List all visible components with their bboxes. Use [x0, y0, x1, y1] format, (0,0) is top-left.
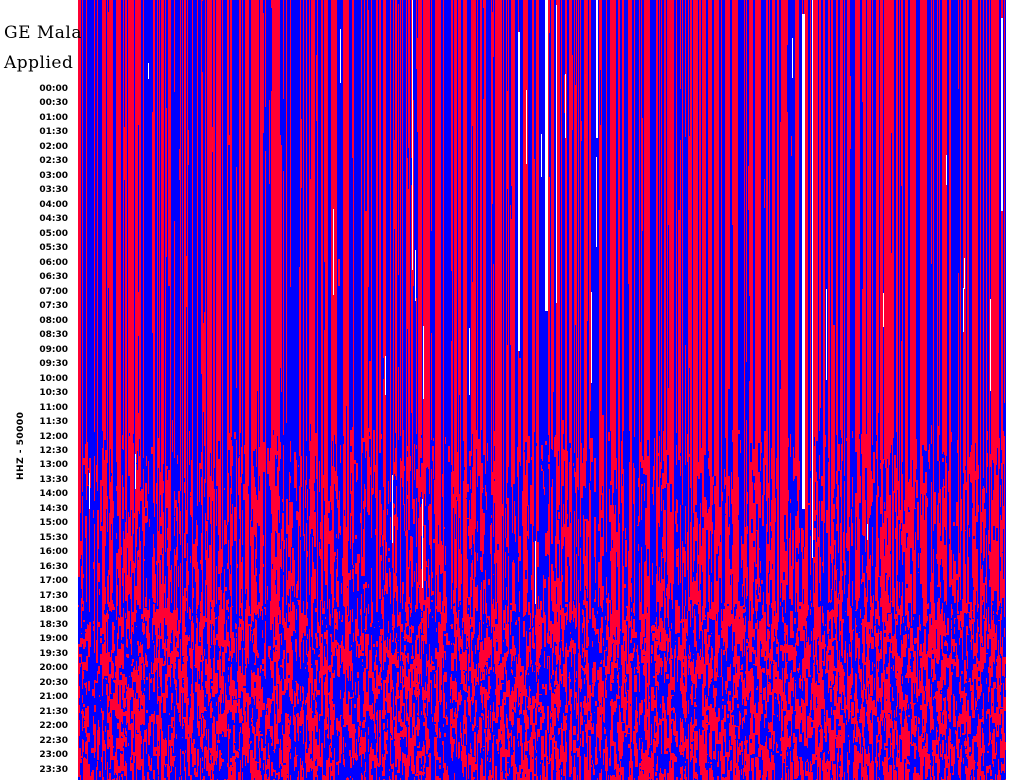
time-tick-label: 20:30: [39, 677, 68, 688]
time-tick-label: 11:30: [39, 417, 68, 428]
time-axis-labels: 00:00 00:30 01:00 01:30 02:00 02:30 03:00 03:30…: [0, 0, 78, 780]
time-tick-label: 04:00: [39, 199, 68, 210]
time-tick-label: 17:30: [39, 590, 68, 601]
station-title-line-1: GE Mala: [4, 23, 83, 43]
time-tick-label: 02:00: [39, 141, 68, 152]
time-tick-label: 13:30: [39, 474, 68, 485]
time-tick-label: 15:00: [39, 518, 68, 529]
seismogram-canvas[interactable]: [78, 0, 1015, 780]
time-tick-label: 05:30: [39, 243, 68, 254]
time-tick-label: 21:00: [39, 692, 68, 703]
time-tick-label: 06:00: [39, 257, 68, 268]
time-tick-label: 18:00: [39, 605, 68, 616]
time-tick-label: 12:30: [39, 446, 68, 456]
time-tick-label: 17:00: [39, 576, 68, 587]
time-tick-label: 03:00: [39, 170, 68, 181]
time-tick-label: 23:30: [39, 764, 68, 775]
time-tick-label: 19:30: [39, 648, 68, 659]
time-tick-label: 07:00: [39, 286, 68, 297]
time-tick-label: 11:00: [39, 402, 68, 413]
time-tick-label: 01:30: [39, 127, 68, 138]
time-tick-label: 21:30: [39, 706, 68, 717]
time-tick-label: 22:00: [39, 721, 68, 732]
time-tick-label: 14:00: [39, 489, 68, 500]
time-tick-label: 16:30: [39, 561, 68, 572]
station-title-line-2: Applied: [4, 53, 74, 73]
time-tick-label: 10:00: [39, 373, 68, 384]
seismogram-plot-area[interactable]: [78, 0, 1015, 780]
time-tick-label: 13:00: [39, 460, 68, 471]
time-tick-label: 12:00: [39, 431, 68, 442]
time-tick-label: 07:30: [39, 301, 68, 312]
time-tick-label: 03:30: [39, 185, 68, 196]
time-tick-label: 22:30: [39, 735, 68, 746]
time-tick-label: 04:30: [39, 214, 68, 225]
time-tick-label: 15:30: [39, 532, 68, 543]
time-tick-label: 05:00: [39, 228, 68, 239]
time-tick-label: 16:00: [39, 547, 68, 558]
time-tick-label: 20:00: [39, 663, 68, 674]
time-tick-label: 23:00: [39, 750, 68, 761]
time-tick-label: 09:00: [39, 344, 68, 355]
time-tick-label: 09:30: [39, 359, 68, 370]
chart-title-block: GE Mala Applied: [4, 18, 224, 78]
time-tick-label: 14:30: [39, 503, 68, 514]
time-tick-label: 10:30: [39, 388, 68, 399]
time-tick-label: 08:00: [39, 315, 68, 326]
time-tick-label: 18:30: [39, 619, 68, 630]
time-tick-label: 19:00: [39, 634, 68, 645]
time-tick-label: 00:00: [39, 84, 68, 94]
time-tick-label: 01:00: [39, 112, 68, 123]
time-tick-label: 06:30: [39, 272, 68, 283]
time-tick-label: 00:30: [39, 98, 68, 109]
time-tick-label: 08:30: [39, 330, 68, 341]
time-tick-label: 02:30: [39, 156, 68, 167]
